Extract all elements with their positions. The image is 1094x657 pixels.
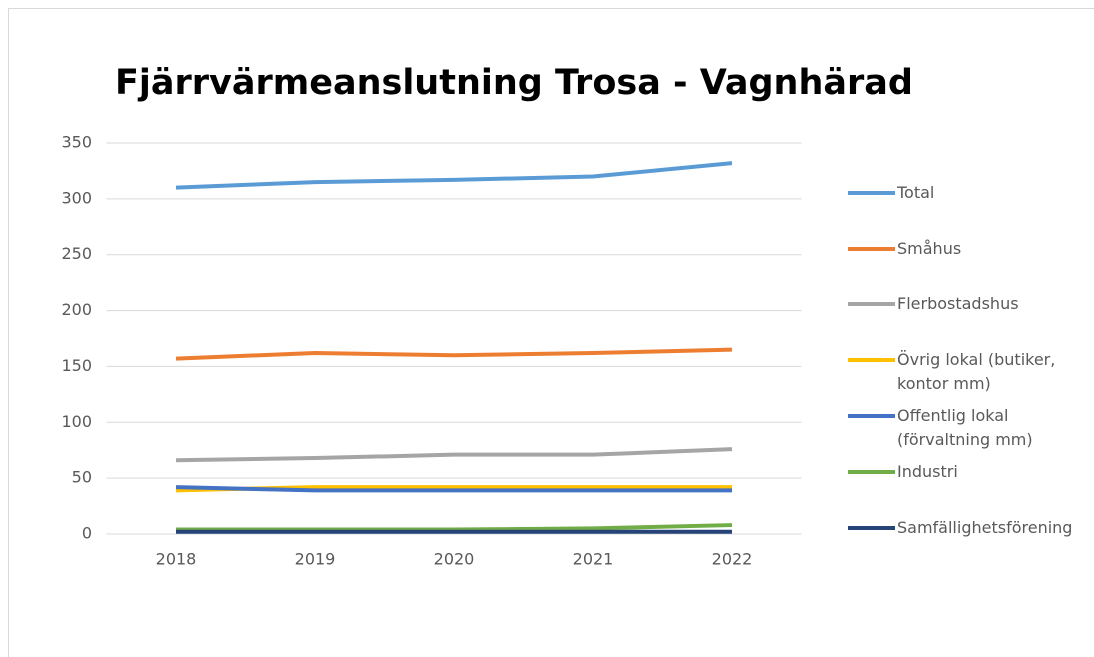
x-tick-label: 2021 <box>573 550 614 569</box>
x-tick-label: 2018 <box>156 550 197 569</box>
y-tick-label: 150 <box>61 356 92 375</box>
legend-label: Övrig lokal (butiker, kontor mm) <box>897 350 1056 393</box>
legend-label: Industri <box>897 462 958 481</box>
y-tick-label: 300 <box>61 188 92 207</box>
series-line <box>175 161 733 190</box>
chart-border <box>8 8 1094 657</box>
y-tick-label: 50 <box>72 468 92 487</box>
series-line <box>175 447 733 463</box>
series-line <box>176 523 733 532</box>
legend-label: Småhus <box>897 239 962 258</box>
y-tick-label: 250 <box>61 244 92 263</box>
legend-label: Offentlig lokal (förvaltning mm) <box>897 406 1033 449</box>
y-tick-label: 350 <box>61 133 92 152</box>
x-tick-label: 2020 <box>434 550 475 569</box>
x-tick-label: 2022 <box>712 550 753 569</box>
y-tick-label: 100 <box>61 412 92 431</box>
legend-label: Flerbostadshus <box>897 294 1019 313</box>
legend-label: Total <box>897 183 935 202</box>
series-line <box>175 347 733 361</box>
x-tick-label: 2019 <box>295 550 336 569</box>
legend-label: Samfällighetsförening <box>897 518 1073 537</box>
y-tick-label: 0 <box>82 524 92 543</box>
chart-title: Fjärrvärmeanslutning Trosa - Vagnhärad <box>115 63 913 103</box>
series-line <box>175 485 732 493</box>
y-tick-label: 200 <box>61 300 92 319</box>
